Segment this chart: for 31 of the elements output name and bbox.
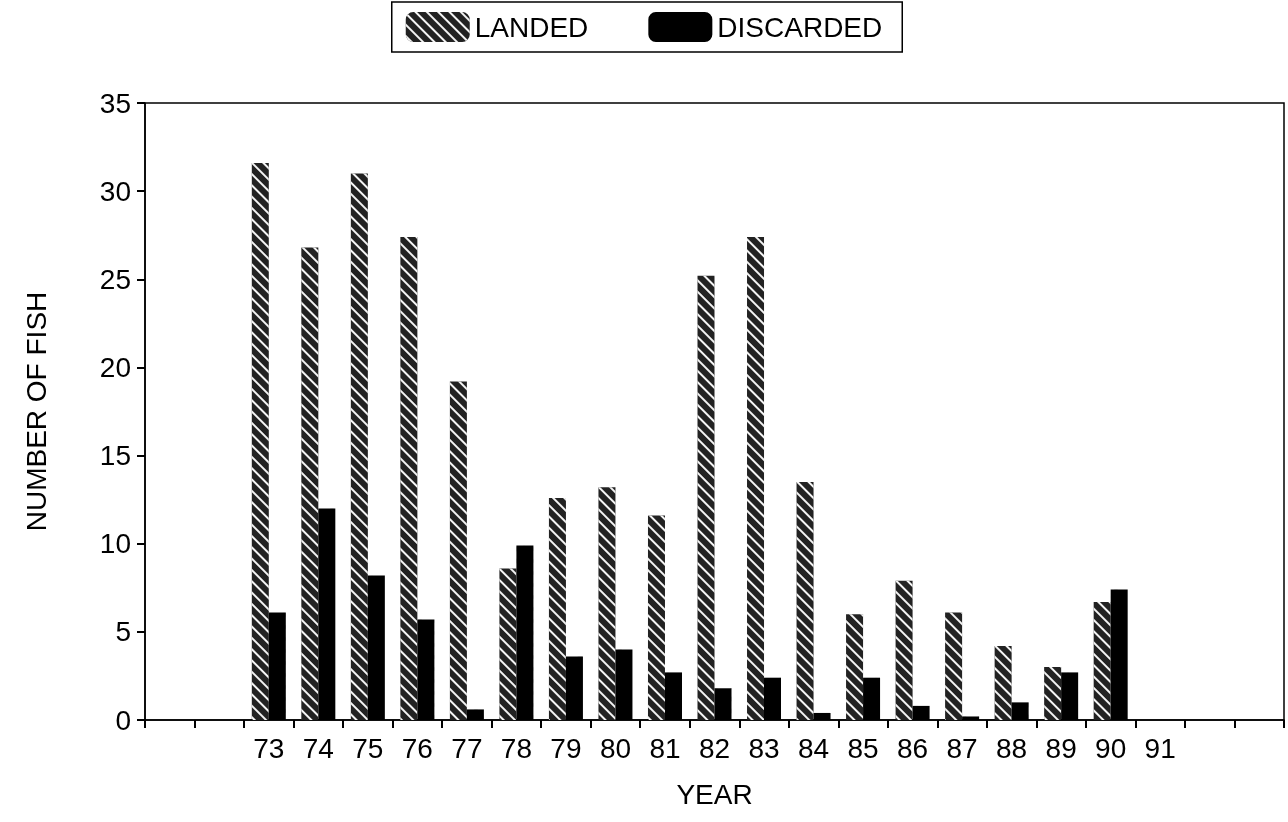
y-tick-label: 15: [99, 440, 131, 472]
x-tick-label: 87: [946, 732, 978, 764]
x-tick-label: 83: [748, 732, 780, 764]
y-axis-title: NUMBER OF FISH: [20, 291, 52, 532]
x-tick-label: 89: [1045, 732, 1077, 764]
x-tick-label: 91: [1144, 732, 1176, 764]
x-tick-label: 79: [550, 732, 582, 764]
y-tick-label: 0: [115, 704, 131, 736]
legend-label: LANDED: [474, 11, 589, 43]
y-tick-label: 25: [99, 263, 131, 295]
x-tick-label: 90: [1095, 732, 1127, 764]
y-tick-label: 30: [99, 175, 131, 207]
y-tick-label: 5: [115, 616, 131, 648]
y-tick-label: 20: [99, 351, 131, 383]
x-tick-label: 82: [698, 732, 731, 764]
x-tick-label: 88: [996, 732, 1028, 764]
x-tick-label: 85: [847, 732, 879, 764]
x-tick-label: 73: [253, 732, 285, 764]
x-tick-label: 78: [500, 732, 532, 764]
x-tick-label: 84: [797, 732, 830, 764]
x-tick-label: 75: [352, 732, 384, 764]
x-tick-label: 76: [401, 732, 433, 764]
y-tick-label: 10: [99, 528, 131, 560]
x-tick-label: 77: [451, 732, 483, 764]
x-tick-label: 80: [599, 732, 632, 764]
x-tick-label: 74: [302, 732, 334, 764]
x-tick-label: 86: [897, 732, 929, 764]
legend-label: DISCARDED: [717, 11, 883, 43]
x-axis-title: YEAR: [676, 778, 753, 810]
x-tick-label: 81: [649, 732, 681, 764]
y-tick-label: 35: [99, 87, 131, 119]
